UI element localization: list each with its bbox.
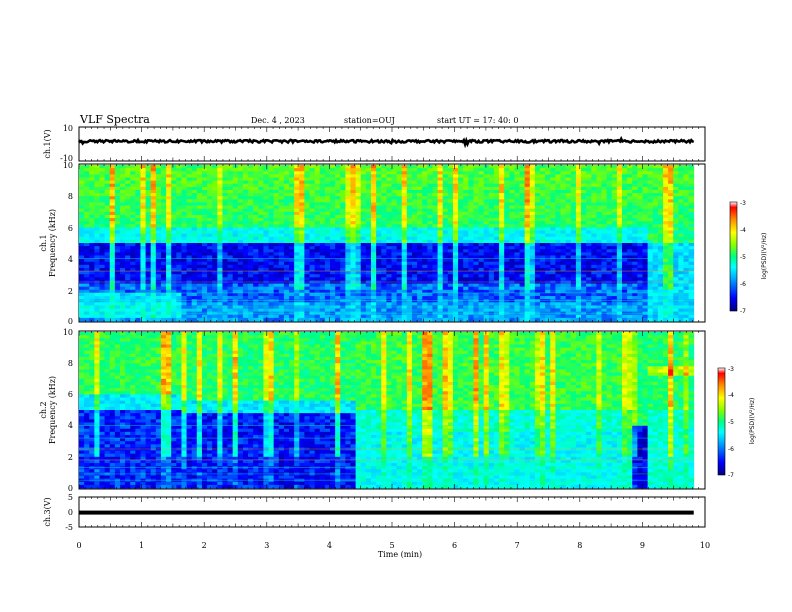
ch1-spectrogram-image <box>79 165 695 322</box>
ch1-freq-tick-10: 10 <box>63 161 73 170</box>
ch3-waveform-trace <box>79 510 694 515</box>
time-tick-label: 8 <box>577 541 582 550</box>
start-ut-label: start UT = 17: 40: 0 <box>437 116 518 125</box>
ch2-colorbar-label: log(PSD)(V²/Hz) <box>749 398 756 445</box>
time-tick-label: 10 <box>700 541 710 550</box>
time-axis-label: Time (min) <box>378 550 422 559</box>
ch2-colorbar-tick-m6: -6 <box>728 446 734 453</box>
ch3-ytick-m5: -5 <box>65 523 73 532</box>
ch3-ytick-0: 0 <box>68 508 73 517</box>
time-tick-label: 2 <box>202 541 207 550</box>
ch3-waveform-panel: 5 0 -5 ch.3(V) <box>43 493 706 532</box>
ch2-colorbar-tick-m3: -3 <box>728 366 734 373</box>
ch2-colorbar <box>717 367 726 476</box>
date-label: Dec. 4 , 2023 <box>251 116 305 125</box>
ch1-colorbar-tick-m4: -4 <box>740 227 746 234</box>
ch2-frequency-ylabel: ch.2Frequency (kHz) <box>39 376 57 444</box>
figure-title: VLF Spectra <box>79 113 150 126</box>
time-tick-label: 6 <box>452 541 457 550</box>
ch2-freq-tick-8: 8 <box>68 359 73 368</box>
ch2-freq-tick-4: 4 <box>68 421 73 430</box>
ch1-freq-tick-0: 0 <box>68 317 73 326</box>
time-tick-label: 0 <box>76 541 81 550</box>
ch1-colorbar-tick-m7: -7 <box>740 308 746 315</box>
ch1-frequency-ylabel: ch.1Frequency (kHz) <box>39 209 57 277</box>
ch1-freq-tick-4: 4 <box>68 255 73 264</box>
ch2-colorbar-tick-m5: -5 <box>728 419 734 426</box>
time-tick-label: 7 <box>515 541 520 550</box>
ch1-freq-tick-8: 8 <box>68 192 73 201</box>
ch1-waveform-trace <box>77 135 695 149</box>
time-tick-label: 4 <box>327 541 332 550</box>
ch2-freq-tick-2: 2 <box>68 453 73 462</box>
ch1-freq-tick-6: 6 <box>68 224 73 233</box>
ch2-colorbar-tick-m4: -4 <box>728 392 734 399</box>
ch2-spectrogram-panel: 0 2 4 6 8 10 ch.2Frequency (kHz) -3 -4 -… <box>39 328 756 493</box>
time-axis-tick-labels: 0 1 2 3 4 5 6 7 8 9 10 <box>76 541 710 550</box>
ch1-colorbar-tick-m3: -3 <box>740 200 746 207</box>
ch1-freq-tick-2: 2 <box>68 287 73 296</box>
ch2-colorbar-tick-m7: -7 <box>728 472 734 479</box>
ch1-colorbar <box>729 201 738 312</box>
ch1-colorbar-tick-m5: -5 <box>740 254 746 261</box>
ch1-colorbar-label: log(PSD)(V²/Hz) <box>761 233 768 280</box>
time-tick-label: 9 <box>640 541 645 550</box>
station-label: station=OUJ <box>344 116 395 125</box>
ch3-ytick-5: 5 <box>68 493 73 502</box>
ch2-spectrogram-image <box>79 332 695 489</box>
ch1-ytick-top: 10 <box>63 124 73 133</box>
ch2-freq-tick-10: 10 <box>63 328 73 337</box>
time-tick-label: 3 <box>264 541 269 550</box>
ch1-colorbar-tick-m6: -6 <box>740 281 746 288</box>
ch2-freq-tick-6: 6 <box>68 390 73 399</box>
ch1-voltage-ylabel: ch.1(V) <box>43 129 52 158</box>
ch2-freq-tick-0: 0 <box>68 484 73 493</box>
ch1-spectrogram-panel: 0 2 4 6 8 10 ch.1Frequency (kHz) -3 -4 -… <box>39 161 768 326</box>
time-tick-label: 5 <box>389 541 394 550</box>
time-tick-label: 1 <box>139 541 144 550</box>
ch3-voltage-ylabel: ch.3(V) <box>43 497 52 526</box>
ch1-waveform-panel: 10 -10 ch.1(V) <box>43 124 706 163</box>
ch1-ytick-bottom: -10 <box>60 154 73 163</box>
